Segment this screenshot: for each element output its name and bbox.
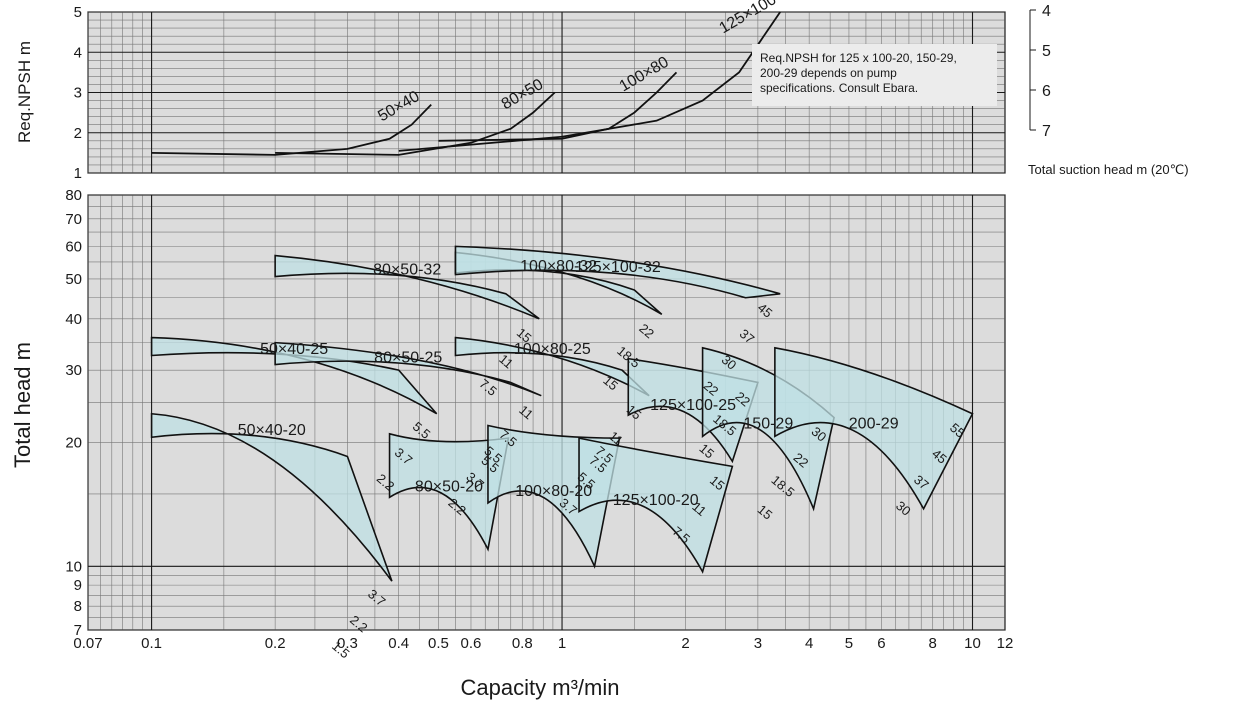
region-label-9: 125×100-25 [650, 397, 736, 414]
suction-tick-label-0: 4 [1042, 3, 1051, 20]
region-125-100-32 [454, 245, 781, 299]
y-tick-label-1: 8 [74, 598, 82, 615]
x-tick-label-14: 8 [929, 635, 937, 652]
region-50-40-20 [150, 412, 393, 582]
npsh-note-box [752, 44, 997, 106]
suction-scale-title: Total suction head m (20℃) [1028, 162, 1189, 177]
y-tick-label-10: 80 [65, 187, 82, 204]
npsh-y-tick-label-2: 3 [74, 85, 82, 102]
y-tick-label-6: 40 [65, 311, 82, 328]
y-tick-label-2: 9 [74, 577, 82, 594]
x-tick-label-1: 0.1 [141, 635, 162, 652]
y-tick-label-3: 10 [65, 558, 82, 575]
region-label-11: 150-29 [743, 415, 793, 432]
x-tick-label-2: 0.2 [265, 635, 286, 652]
x-tick-label-10: 3 [754, 635, 762, 652]
npsh-note-line-2: specifications. Consult Ebara. [760, 81, 918, 95]
x-tick-label-4: 0.4 [388, 635, 409, 652]
region-label-4: 80×50-32 [373, 262, 441, 279]
x-tick-label-6: 0.6 [461, 635, 482, 652]
x-tick-label-16: 12 [997, 635, 1014, 652]
y-tick-label-4: 20 [65, 435, 82, 452]
y-tick-label-5: 30 [65, 362, 82, 379]
x-tick-label-11: 4 [805, 635, 813, 652]
x-tick-label-3: 0.3 [337, 635, 358, 652]
y-tick-label-8: 60 [65, 238, 82, 255]
y-tick-label-7: 50 [65, 271, 82, 288]
npsh-curve-3 [398, 11, 781, 152]
region-label-10: 125×100-32 [575, 259, 661, 276]
region-200-29 [774, 346, 974, 511]
npsh-y-tick-label-1: 2 [74, 125, 82, 142]
npsh-curve-0 [151, 103, 432, 156]
x-axis-title: Capacity m³/min [461, 675, 620, 700]
region-label-8: 125×100-20 [613, 492, 699, 509]
suction-tick-label-3: 7 [1042, 123, 1051, 140]
x-tick-label-8: 1 [558, 635, 566, 652]
region-50-40-25 [150, 336, 438, 415]
pump-regions: 50×40-203.72.21.550×40-255.53.72.2 80×50-… [150, 245, 974, 661]
y-tick-label-9: 70 [65, 211, 82, 228]
region-label-3: 80×50-25 [374, 350, 442, 367]
npsh-note-line-0: Req.NPSH for 125 x 100-20, 150-29, [760, 51, 957, 65]
x-tick-label-13: 6 [877, 635, 885, 652]
npsh-curve-1 [275, 91, 556, 156]
region-label-7: 100×80-32 [520, 258, 597, 275]
x-tick-label-9: 2 [681, 635, 689, 652]
region-80-50-20 [388, 432, 510, 552]
x-tick-label-5: 0.5 [428, 635, 449, 652]
npsh-note-line-1: 200-29 depends on pump [760, 66, 897, 80]
x-tick-label-12: 5 [845, 635, 853, 652]
npsh-y-tick-label-3: 4 [74, 44, 82, 61]
y-axis-title: Total head m [10, 342, 35, 468]
region-label-5: 100×80-20 [515, 483, 592, 500]
region-80-50-32 [274, 254, 540, 320]
npsh-y-tick-label-4: 5 [74, 4, 82, 21]
x-tick-label-0: 0.07 [73, 635, 102, 652]
suction-tick-label-2: 6 [1042, 83, 1051, 100]
suction-tick-label-1: 5 [1042, 43, 1051, 60]
y-tick-label-0: 7 [74, 622, 82, 639]
npsh-y-tick-label-0: 1 [74, 165, 82, 182]
region-label-2: 80×50-20 [415, 479, 483, 496]
region-150-29 [701, 346, 835, 512]
region-label-6: 100×80-25 [514, 341, 591, 358]
npsh-axis-title: Req.NPSH m [15, 41, 34, 143]
region-label-1: 50×40-25 [260, 341, 328, 358]
x-tick-label-7: 0.8 [512, 635, 533, 652]
region-125-100-20 [578, 437, 734, 574]
region-80-50-25 [274, 341, 542, 397]
region-label-12: 200-29 [849, 415, 899, 432]
npsh-note: Req.NPSH for 125 x 100-20, 150-29,200-29… [752, 44, 997, 106]
region-label-0: 50×40-20 [238, 422, 306, 439]
x-tick-label-15: 10 [964, 635, 981, 652]
